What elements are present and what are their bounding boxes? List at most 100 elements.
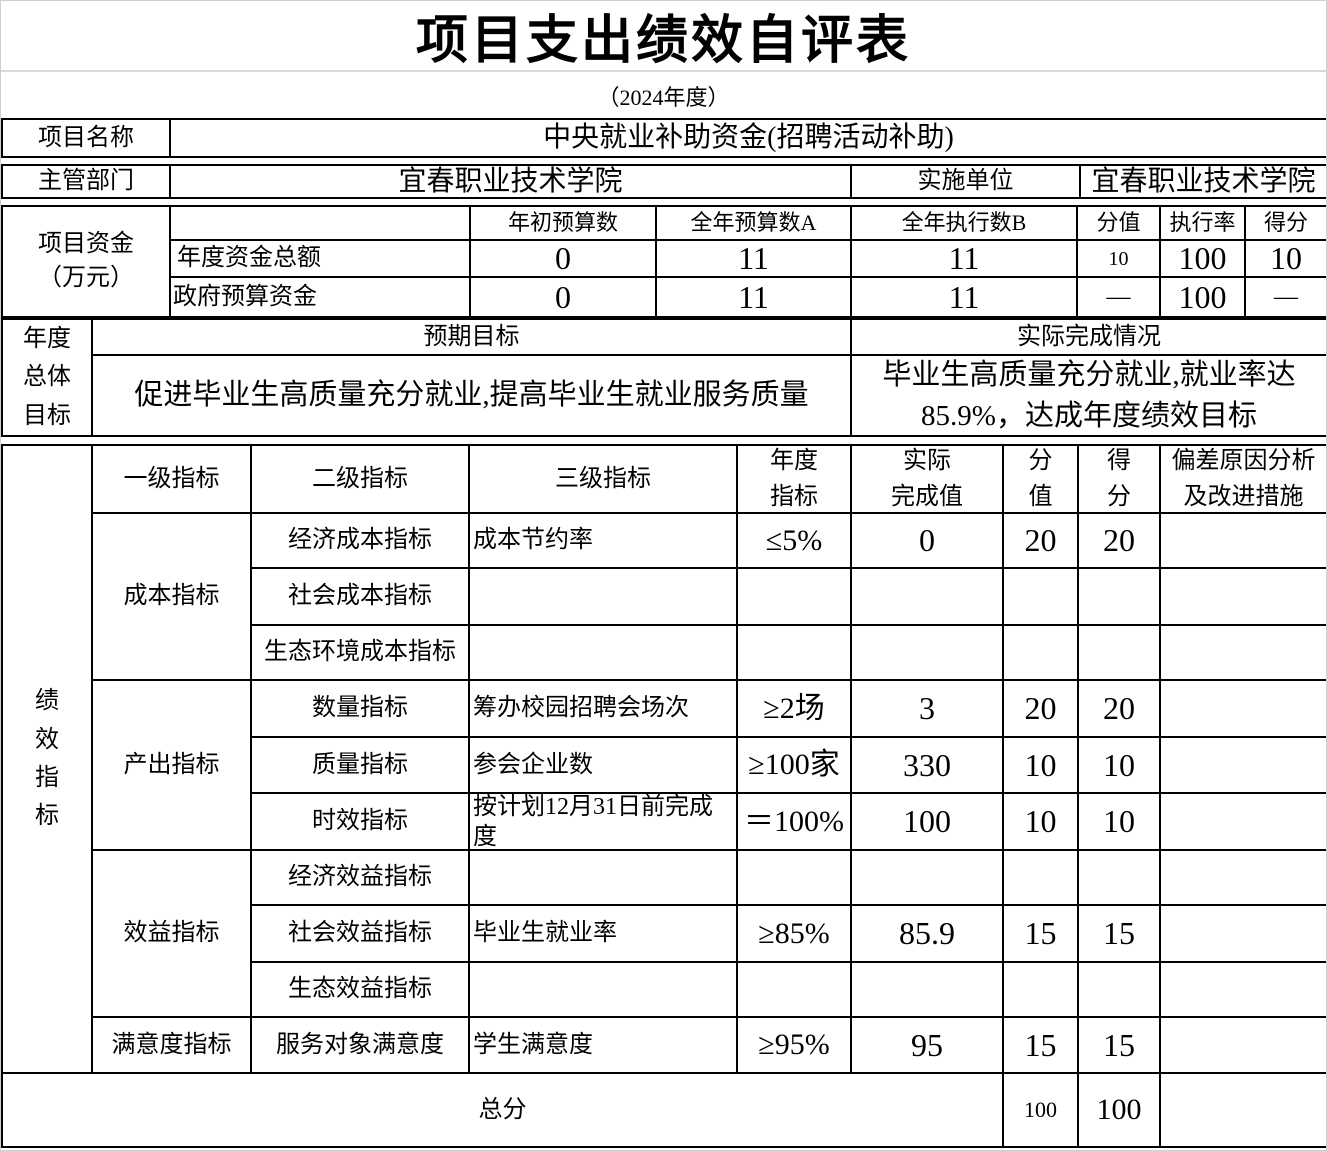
ind-annual-target: ≥100家 [738, 738, 852, 794]
dept-label-cell: 主管部门 [3, 166, 171, 197]
ind-level3: 成本节约率 [470, 514, 738, 569]
ind-deviation [1161, 514, 1326, 569]
ind-score: 15 [1079, 906, 1161, 963]
header-level1: 一级指标 [93, 446, 252, 514]
actual-completion-cell: 毕业生高质量充分就业,就业率达85.9%，达成年度绩效目标 [882, 358, 1296, 432]
funds-header-empty-cell [171, 207, 471, 241]
funds-row-label: 政府预算资金 [171, 278, 471, 316]
funds-row-score: 10 [1246, 241, 1326, 278]
ind-level2: 生态环境成本指标 [252, 626, 470, 681]
funds-row-exec: 11 [852, 241, 1078, 278]
funds-row-initial: 0 [471, 241, 657, 278]
ind-actual: 0 [852, 514, 1004, 569]
funds-row-label: 年度资金总额 [171, 241, 471, 278]
funds-band: 项目资金 （万元） 年初预算数 全年预算数A 全年执行数B 分值 执行率 得分 … [1, 205, 1326, 318]
ind-score [1079, 626, 1161, 681]
actual-completion-header: 实际完成情况 [852, 320, 1326, 356]
total-score-cell: 100 [1079, 1074, 1161, 1146]
ind-actual: 100 [852, 794, 1004, 851]
funds-row-score: — [1274, 283, 1298, 310]
ind-level2: 数量指标 [252, 681, 470, 738]
dept-value-cell: 宜春职业技术学院 [171, 166, 852, 197]
funds-row-score-value: — [1078, 278, 1161, 316]
funds-row-initial: 0 [471, 278, 657, 316]
ind-level2: 生态效益指标 [252, 963, 470, 1018]
funds-header-exec-rate: 执行率 [1161, 207, 1246, 241]
ind-actual: 3 [852, 681, 1004, 738]
ind-level2: 经济效益指标 [252, 851, 470, 906]
ind-deviation [1161, 626, 1326, 681]
header-annual-target: 年度 指标 [738, 446, 852, 514]
ind-level2: 时效指标 [252, 794, 470, 851]
ind-score-value: 20 [1004, 514, 1079, 569]
ind-deviation [1161, 1018, 1326, 1074]
ind-level3: 按计划12月31日前完成度 [470, 794, 738, 851]
ind-annual-target: ＝100% [738, 794, 852, 851]
ind-actual: 95 [852, 1018, 1004, 1074]
funds-row-annual: 11 [657, 241, 852, 278]
funds-header-annual-budget: 全年预算数A [657, 207, 852, 241]
ind-score-value [1004, 626, 1079, 681]
ind-deviation [1161, 851, 1326, 906]
ind-level3: 毕业生就业率 [470, 906, 738, 963]
funds-row-exec-rate: 100 [1161, 241, 1246, 278]
ind-score-value: 15 [1004, 1018, 1079, 1074]
ind-score-value [1004, 963, 1079, 1018]
annual-goal-band: 年度 总体 目标 预期目标 实际完成情况 促进毕业生高质量充分就业,提高毕业生就… [1, 318, 1326, 437]
ind-level2: 社会效益指标 [252, 906, 470, 963]
funds-header-initial-budget: 年初预算数 [471, 207, 657, 241]
ind-level2: 质量指标 [252, 738, 470, 794]
ind-score-value [1004, 569, 1079, 626]
project-name-band: 项目名称 中央就业补助资金(招聘活动补助) [1, 118, 1326, 158]
ind-level2: 经济成本指标 [252, 514, 470, 569]
funds-header-score: 得分 [1246, 207, 1326, 241]
ind-actual: 85.9 [852, 906, 1004, 963]
impl-unit-value-cell: 宜春职业技术学院 [1091, 166, 1316, 197]
ind-score [1079, 569, 1161, 626]
funds-row-exec: 11 [852, 278, 1078, 316]
funds-label-cell: 项目资金 （万元） [3, 207, 171, 316]
group-cost: 成本指标 [93, 514, 252, 681]
funds-row-annual: 11 [657, 278, 852, 316]
ind-score: 20 [1079, 681, 1161, 738]
ind-annual-target: ≥85% [738, 906, 852, 963]
header-level2: 二级指标 [252, 446, 470, 514]
ind-deviation [1161, 681, 1326, 738]
ind-level3 [470, 851, 738, 906]
ind-level3: 参会企业数 [470, 738, 738, 794]
ind-annual-target [738, 569, 852, 626]
ind-level3 [470, 963, 738, 1018]
department-band: 主管部门 宜春职业技术学院 实施单位 宜春职业技术学院 [1, 164, 1326, 199]
ind-score-value: 10 [1004, 794, 1079, 851]
ind-score: 10 [1079, 738, 1161, 794]
funds-header-annual-exec: 全年执行数B [852, 207, 1078, 241]
header-level3: 三级指标 [470, 446, 738, 514]
ind-actual [852, 851, 1004, 906]
ind-annual-target [738, 963, 852, 1018]
ind-deviation [1161, 794, 1326, 851]
ind-actual: 330 [852, 738, 1004, 794]
header-score-value: 分 值 [1004, 446, 1079, 514]
total-deviation-cell [1161, 1074, 1326, 1146]
ind-level3: 筹办校园招聘会场次 [470, 681, 738, 738]
ind-score: 20 [1079, 514, 1161, 569]
ind-level3: 学生满意度 [470, 1018, 738, 1074]
ind-score: 10 [1079, 794, 1161, 851]
page-subtitle: （2024年度） [597, 85, 730, 110]
ind-actual [852, 569, 1004, 626]
ind-annual-target [738, 851, 852, 906]
ind-score [1079, 851, 1161, 906]
ind-level3 [470, 626, 738, 681]
header-deviation: 偏差原因分析 及改进措施 [1161, 446, 1326, 514]
ind-annual-target [738, 626, 852, 681]
group-satisfaction: 满意度指标 [93, 1018, 252, 1074]
ind-level2: 服务对象满意度 [252, 1018, 470, 1074]
funds-row-score-value: 10 [1078, 241, 1161, 278]
expected-goal-header: 预期目标 [93, 320, 852, 356]
ind-score [1079, 963, 1161, 1018]
header-actual-value: 实际 完成值 [852, 446, 1004, 514]
total-score-label-cell: 总分 [3, 1074, 1004, 1146]
ind-score-value: 10 [1004, 738, 1079, 794]
annual-goal-label-cell: 年度 总体 目标 [3, 320, 93, 435]
